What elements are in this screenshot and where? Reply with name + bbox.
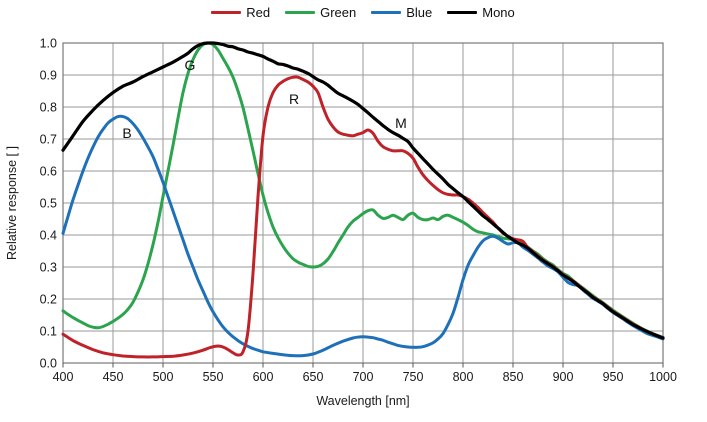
y-tick-label: 1.0 — [40, 37, 57, 51]
y-tick-label: 0.2 — [40, 293, 57, 307]
x-tick-label: 850 — [503, 370, 524, 384]
x-axis-title: Wavelength [nm] — [316, 394, 410, 408]
legend-label: Blue — [406, 5, 433, 20]
x-tick-label: 650 — [303, 370, 324, 384]
legend-item-blue: Blue — [371, 6, 432, 19]
x-tick-label: 400 — [53, 370, 74, 384]
x-tick-label: 800 — [453, 370, 474, 384]
y-tick-label: 0.6 — [40, 165, 57, 179]
y-axis-title-text: Relative response [ ] — [5, 146, 20, 260]
legend-item-green: Green — [285, 6, 356, 19]
legend-label: Red — [246, 5, 271, 20]
x-tick-label: 450 — [103, 370, 124, 384]
curve-label-b: B — [122, 124, 132, 141]
legend-label: Green — [320, 5, 357, 20]
legend-item-mono: Mono — [447, 6, 515, 19]
y-tick-label: 0.7 — [40, 133, 57, 147]
y-tick-label: 0.0 — [40, 357, 57, 371]
red-curve — [61, 75, 665, 359]
x-tick-label: 600 — [253, 370, 274, 384]
curve-label-g: G — [184, 57, 196, 74]
x-tick-label: 1000 — [649, 370, 677, 384]
y-tick-label: 0.9 — [40, 69, 57, 83]
mono-curve — [61, 41, 665, 340]
x-tick-label: 550 — [203, 370, 224, 384]
blue-curve — [61, 114, 665, 358]
curve-label-m: M — [395, 115, 407, 131]
y-tick-label: 0.5 — [40, 197, 57, 211]
legend-swatch-green — [285, 11, 316, 14]
x-tick-label: 500 — [153, 370, 174, 384]
legend-swatch-red — [211, 11, 242, 14]
x-tick-label: 700 — [353, 370, 374, 384]
legend-swatch-mono — [447, 11, 478, 14]
y-tick-label: 0.8 — [40, 101, 57, 115]
legend-item-red: Red — [211, 6, 270, 19]
y-tick-label: 0.1 — [40, 325, 57, 339]
curve-label-r: R — [288, 91, 300, 107]
x-tick-label: 900 — [553, 370, 574, 384]
y-tick-label: 0.3 — [40, 261, 57, 275]
legend-label: Mono — [482, 5, 515, 20]
y-tick-label: 0.4 — [40, 229, 57, 243]
y-axis-title: Relative response [ ] — [1, 43, 23, 363]
x-tick-label: 950 — [603, 370, 624, 384]
legend-swatch-blue — [371, 11, 402, 14]
x-tick-label: 750 — [403, 370, 424, 384]
chart-legend: Red Green Blue Mono — [63, 6, 663, 19]
